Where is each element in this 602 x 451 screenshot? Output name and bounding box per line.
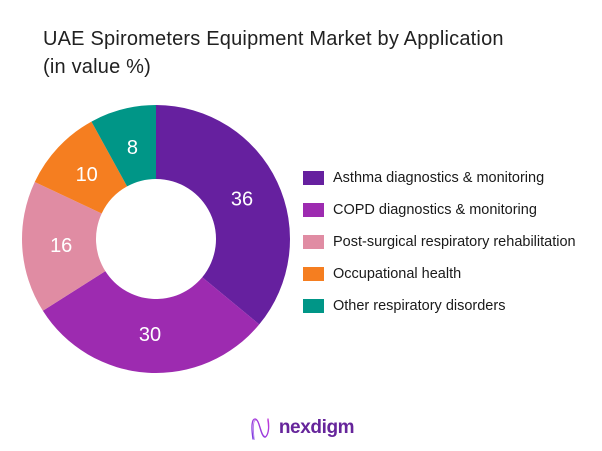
brand-name: nexdigm <box>278 417 355 438</box>
nexdigm-n-wave-icon <box>251 418 270 440</box>
donut-slice-1 <box>42 271 260 373</box>
donut-chart: 36 30 16 10 8 <box>21 105 290 373</box>
donut-slice-2 <box>21 181 106 311</box>
legend-label: Other respiratory disorders <box>333 298 506 314</box>
legend: Asthma diagnostics & monitoring COPD dia… <box>303 167 576 317</box>
slice-value-label: 30 <box>139 324 161 346</box>
slice-value-label: 16 <box>50 235 72 257</box>
legend-item: Post-surgical respiratory rehabilitation <box>303 231 576 253</box>
legend-label: Occupational health <box>333 266 462 282</box>
legend-swatch-icon <box>303 171 324 185</box>
chart-title-line2: (in value %) <box>43 56 151 78</box>
legend-swatch-icon <box>303 235 324 249</box>
slice-value-label: 8 <box>127 137 138 159</box>
donut-slice-0 <box>156 105 290 325</box>
nexdigm-logo: nexdigm <box>0 412 602 444</box>
legend-item: Occupational health <box>303 263 576 285</box>
legend-swatch-icon <box>303 203 324 217</box>
legend-item: Asthma diagnostics & monitoring <box>303 167 576 189</box>
chart-title-line1: UAE Spirometers Equipment Market by Appl… <box>43 28 504 50</box>
legend-swatch-icon <box>303 299 324 313</box>
slice-value-label: 36 <box>231 189 253 211</box>
slice-value-label: 10 <box>76 164 98 186</box>
chart-title: UAE Spirometers Equipment Market by Appl… <box>43 25 583 81</box>
legend-label: COPD diagnostics & monitoring <box>333 202 537 218</box>
legend-item: COPD diagnostics & monitoring <box>303 199 576 221</box>
donut-slice-4 <box>91 105 156 187</box>
legend-item: Other respiratory disorders <box>303 295 576 317</box>
legend-swatch-icon <box>303 267 324 281</box>
legend-label: Post-surgical respiratory rehabilitation <box>333 234 576 250</box>
donut-slice-3 <box>34 121 128 214</box>
donut-chart-area: 36 30 16 10 8 <box>16 99 296 379</box>
legend-label: Asthma diagnostics & monitoring <box>333 170 545 186</box>
